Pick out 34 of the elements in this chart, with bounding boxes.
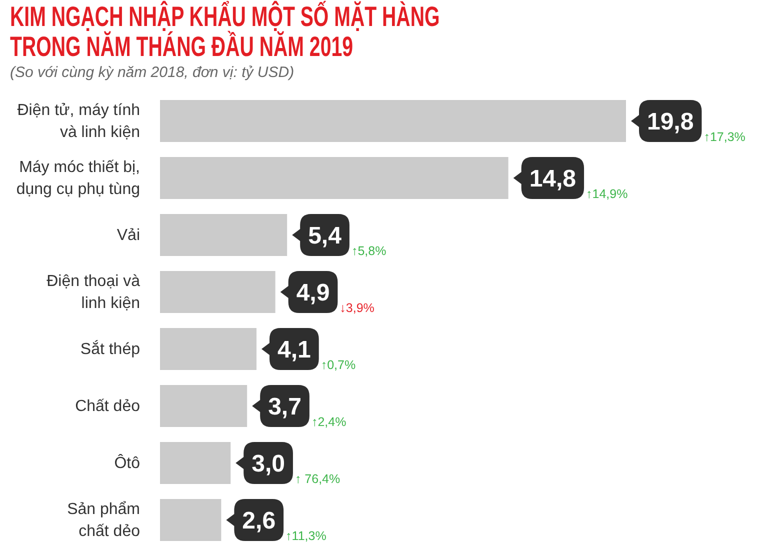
data-label: 19,8 [646,108,694,136]
y-tick-label: Điện thoại và linh kiện [46,273,140,312]
bar [160,271,276,313]
annotation: ↑0,7% [320,358,356,372]
bar [160,100,626,142]
annotation: ↑14,9% [586,187,628,201]
chart-subtitle: (So với cùng kỳ năm 2018, đơn vị: tỷ USD) [10,63,294,83]
data-label: 3,0 [252,450,285,478]
data-label: 5,4 [308,222,342,250]
y-tick-label: Sắt thép [80,340,140,358]
bar [160,328,256,370]
annotation: ↑11,3% [286,529,326,543]
bar [160,385,248,427]
data-label: 2,6 [242,508,276,535]
y-tick-label: Máy móc thiết bị, dụng cụ phụ tùng [16,159,140,198]
annotation: ↑5,8% [351,244,386,258]
data-label: 4,1 [277,336,311,364]
chart-title: KIM NGẠCH NHẬP KHẨU MỘT SỐ MẶT HÀNG TRONG NĂM THÁNG ĐẦU NĂM 2019 [10,1,441,62]
bar [160,157,508,199]
data-label: 14,8 [529,166,576,193]
bar [160,214,288,256]
data-label: 4,9 [296,280,330,307]
annotation: ↓3,9% [340,301,374,315]
y-tick-label: Sản phẩm chất dẻo [67,501,140,540]
bar [160,499,222,541]
bar [160,442,231,484]
annotation: ↑2,4% [311,415,346,429]
data-label: 3,7 [268,394,302,421]
y-tick-label: Ôtô [114,454,140,472]
y-tick-label: Vải [116,227,140,244]
y-tick-label: Chất dẻo [75,398,140,415]
annotation: ↑ 76,4% [294,472,340,486]
text: ↑17,3% [704,130,746,144]
y-tick-label: Điện tử, máy tính và linh kiện [17,102,140,141]
